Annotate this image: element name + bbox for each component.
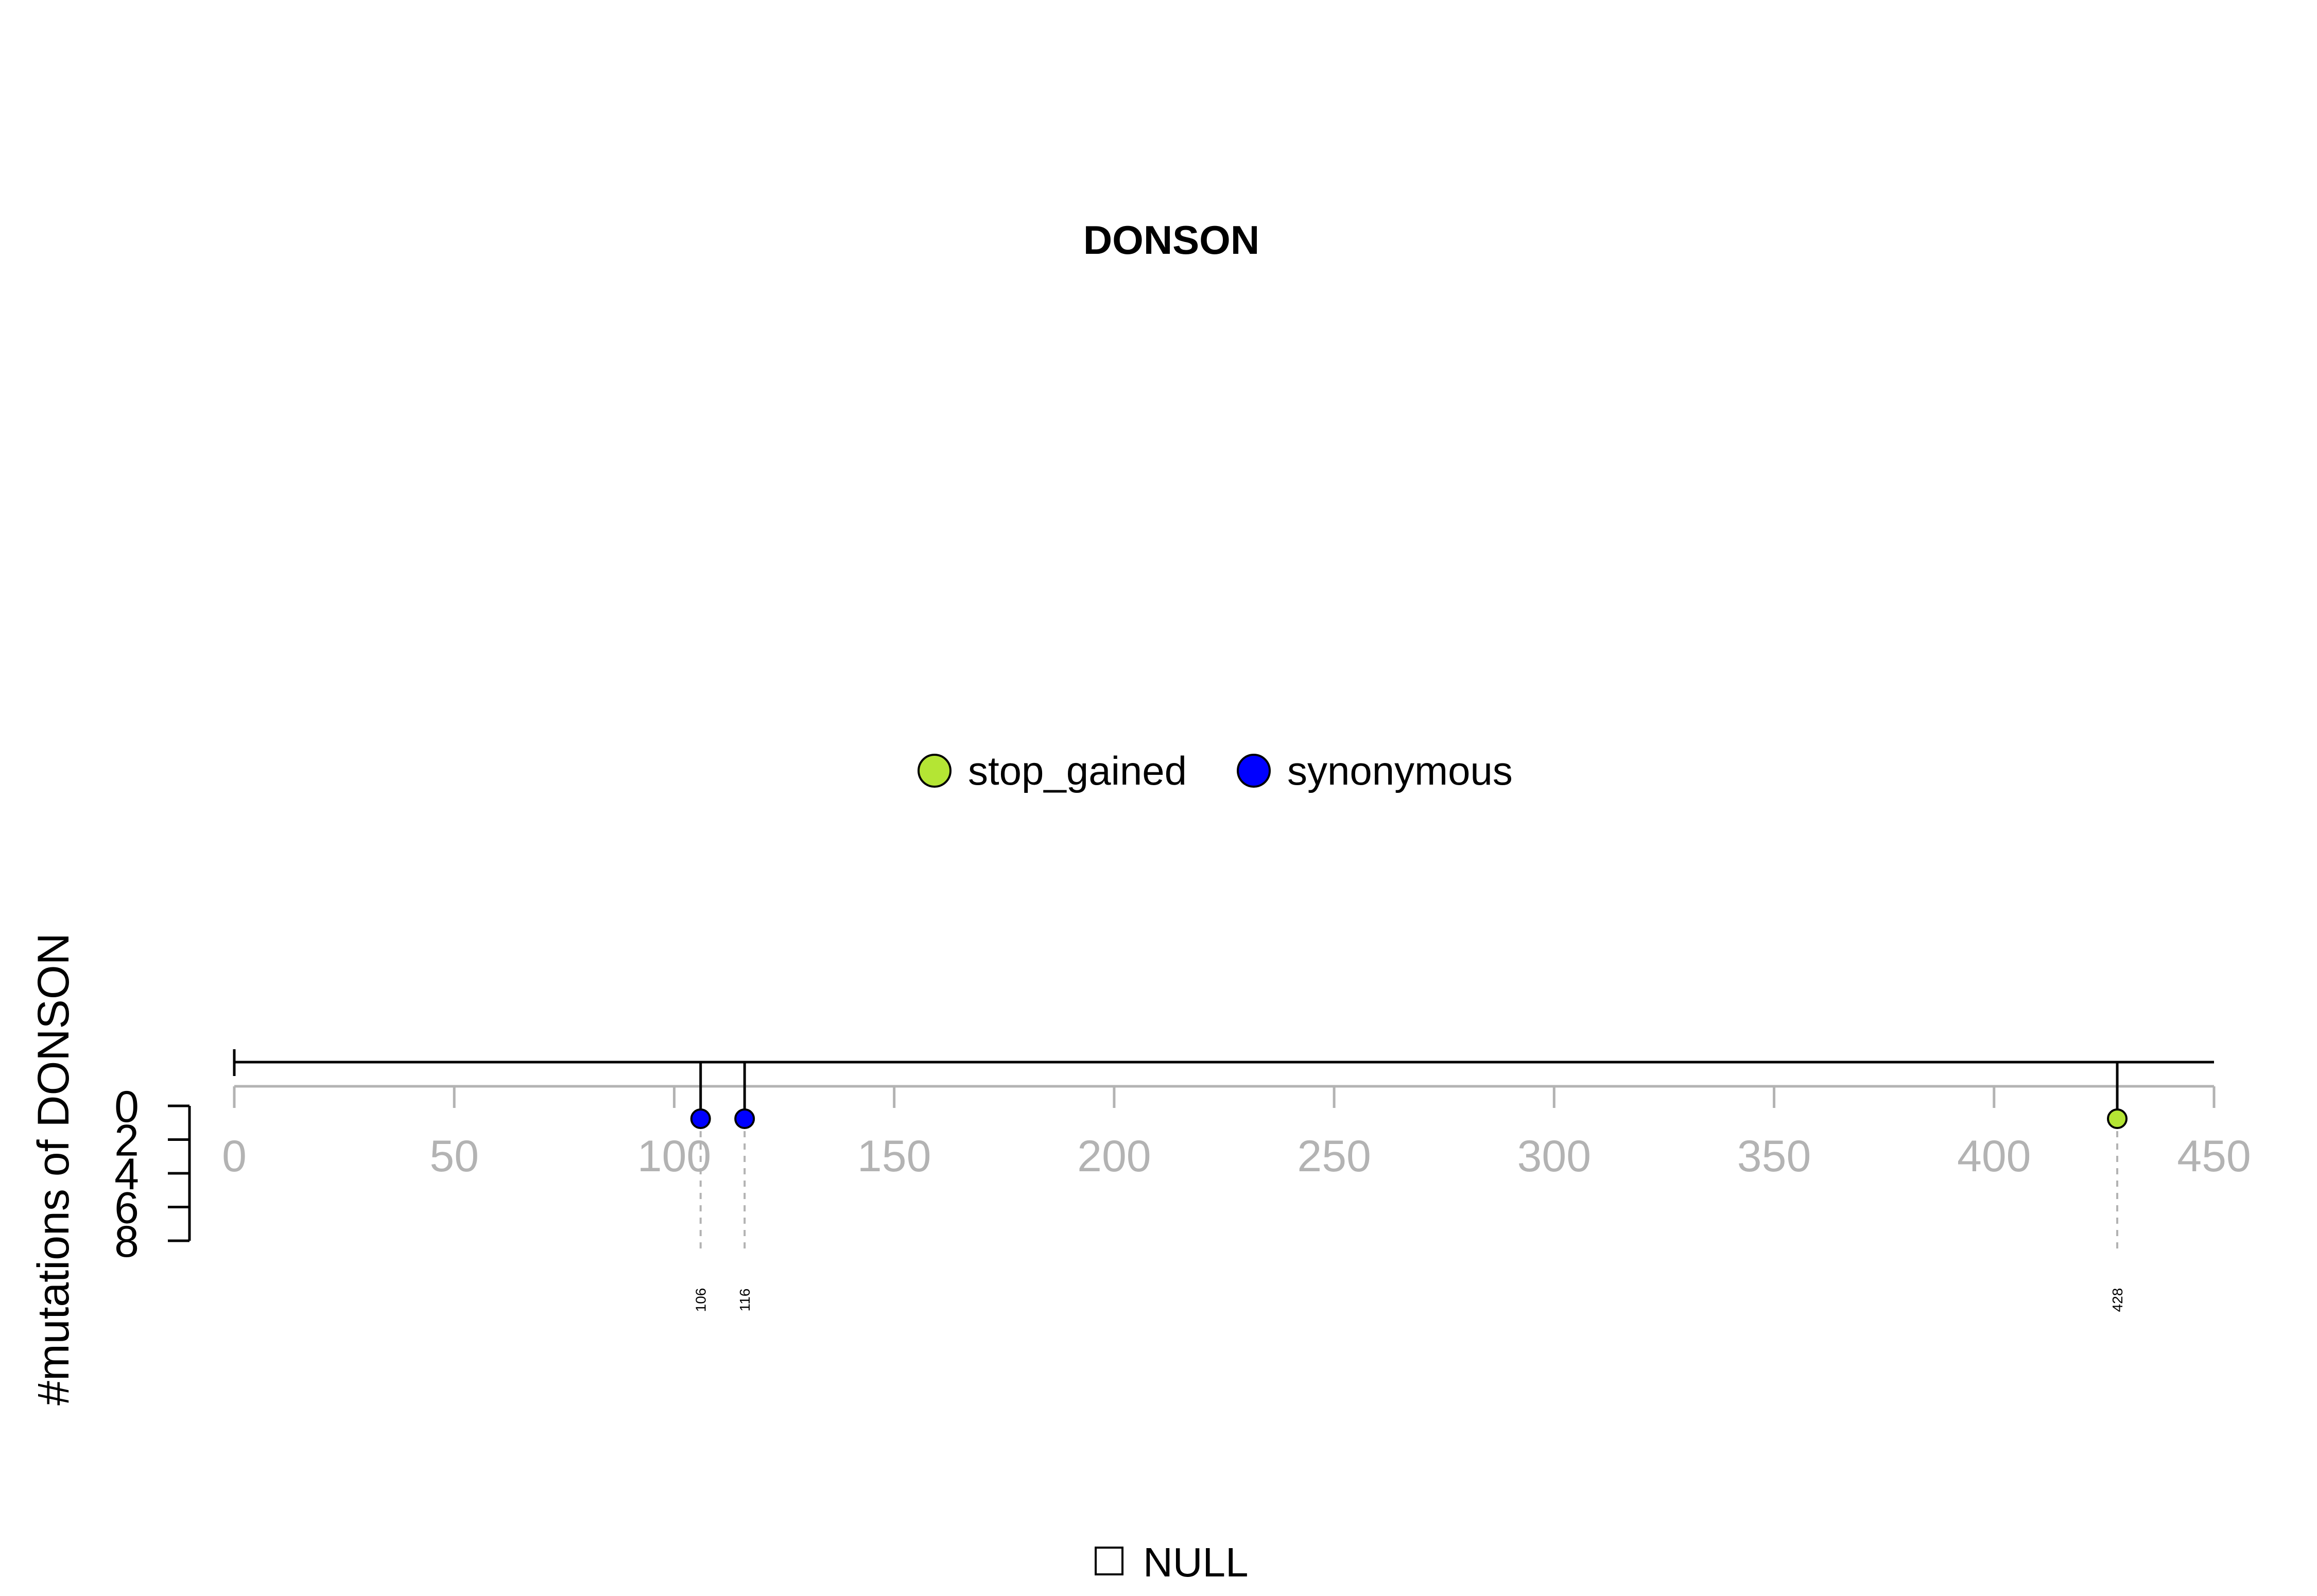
y-tick-label: 8	[114, 1217, 139, 1267]
y-tick-label: 2	[114, 1116, 139, 1166]
protein-backbone	[233, 1049, 2214, 1076]
mutation-position-label: 106	[693, 1288, 709, 1312]
x-axis: 0 50 100 150 200 250 300 350 400 450	[222, 1085, 2251, 1181]
legend-marker-synonymous	[1237, 754, 1271, 788]
mutation-point-synonymous	[690, 1108, 711, 1129]
legend-label-synonymous: synonymous	[1287, 748, 1513, 793]
x-tick-label: 200	[1077, 1132, 1151, 1181]
domain-legend-swatch	[1095, 1547, 1123, 1575]
legend: stop_gained synonymous	[918, 748, 1513, 793]
y-tick-label: 6	[114, 1184, 139, 1233]
mutation-position-label: 116	[737, 1289, 753, 1312]
x-tick-label: 0	[222, 1132, 247, 1181]
domain-legend: NULL	[1095, 1539, 1249, 1585]
y-tick-label: 0	[114, 1082, 139, 1132]
domain-legend-label: NULL	[1143, 1539, 1249, 1585]
mutation-lollipops: 106 116 428	[690, 1062, 2128, 1312]
y-axis-label: #mutations of DONSON	[29, 933, 78, 1406]
x-tick-label: 400	[1957, 1132, 2031, 1181]
x-tick-label: 350	[1737, 1132, 1811, 1181]
x-tick-label: 100	[637, 1132, 712, 1181]
x-tick-label: 250	[1297, 1132, 1371, 1181]
chart-title: DONSON	[1083, 217, 1259, 263]
x-tick-label: 50	[429, 1132, 479, 1181]
mutation-point-synonymous	[734, 1108, 755, 1129]
x-tick-label: 150	[857, 1132, 931, 1181]
y-tick-label: 4	[114, 1150, 139, 1199]
mutation-position-label: 428	[2109, 1288, 2125, 1312]
legend-marker-stop_gained	[918, 754, 952, 788]
legend-label-stop_gained: stop_gained	[968, 748, 1187, 793]
x-tick-label: 300	[1517, 1132, 1592, 1181]
x-tick-label: 450	[2177, 1132, 2251, 1181]
mutation-point-stop_gained	[2107, 1108, 2128, 1129]
